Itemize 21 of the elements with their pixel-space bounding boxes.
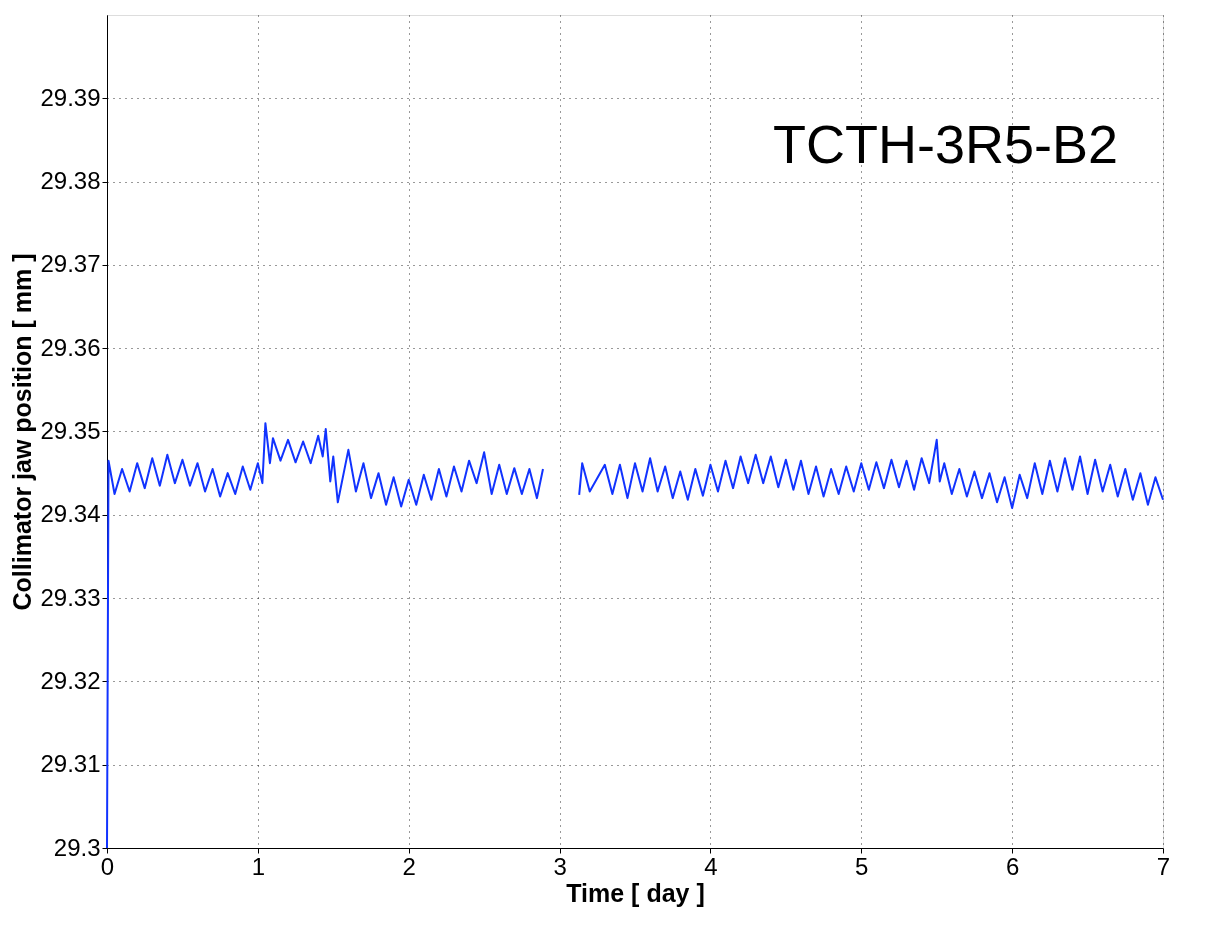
y-tick-label: 29.35	[40, 417, 101, 444]
y-tick-label: 29.3	[53, 833, 101, 861]
y-axis-title: Collimator jaw position [ mm ]	[8, 253, 37, 611]
x-tick-label: 3	[553, 852, 567, 880]
x-tick-label: 7	[1156, 852, 1171, 880]
y-tick-label: 29.36	[40, 333, 101, 361]
x-tick-label: 1	[251, 852, 266, 880]
x-tick-label: 2	[402, 852, 416, 880]
y-tick-label: 29.39	[40, 83, 101, 111]
x-axis-title: Time [ day ]	[566, 878, 705, 907]
y-tick-label: 29.37	[40, 250, 101, 278]
y-tick-label: 29.33	[40, 583, 101, 611]
y-tick-label: 29.31	[40, 750, 101, 778]
y-tick-label: 29.38	[40, 167, 101, 195]
x-tick-label: 5	[855, 852, 869, 880]
x-tick-label: 4	[704, 852, 718, 880]
x-tick-label: 0	[100, 852, 115, 880]
x-tick-label: 6	[1005, 852, 1020, 880]
y-tick-label: 29.32	[40, 666, 101, 694]
y-tick-label: 29.34	[40, 500, 101, 528]
annotation: TCTH-3R5-B2	[772, 114, 1118, 174]
